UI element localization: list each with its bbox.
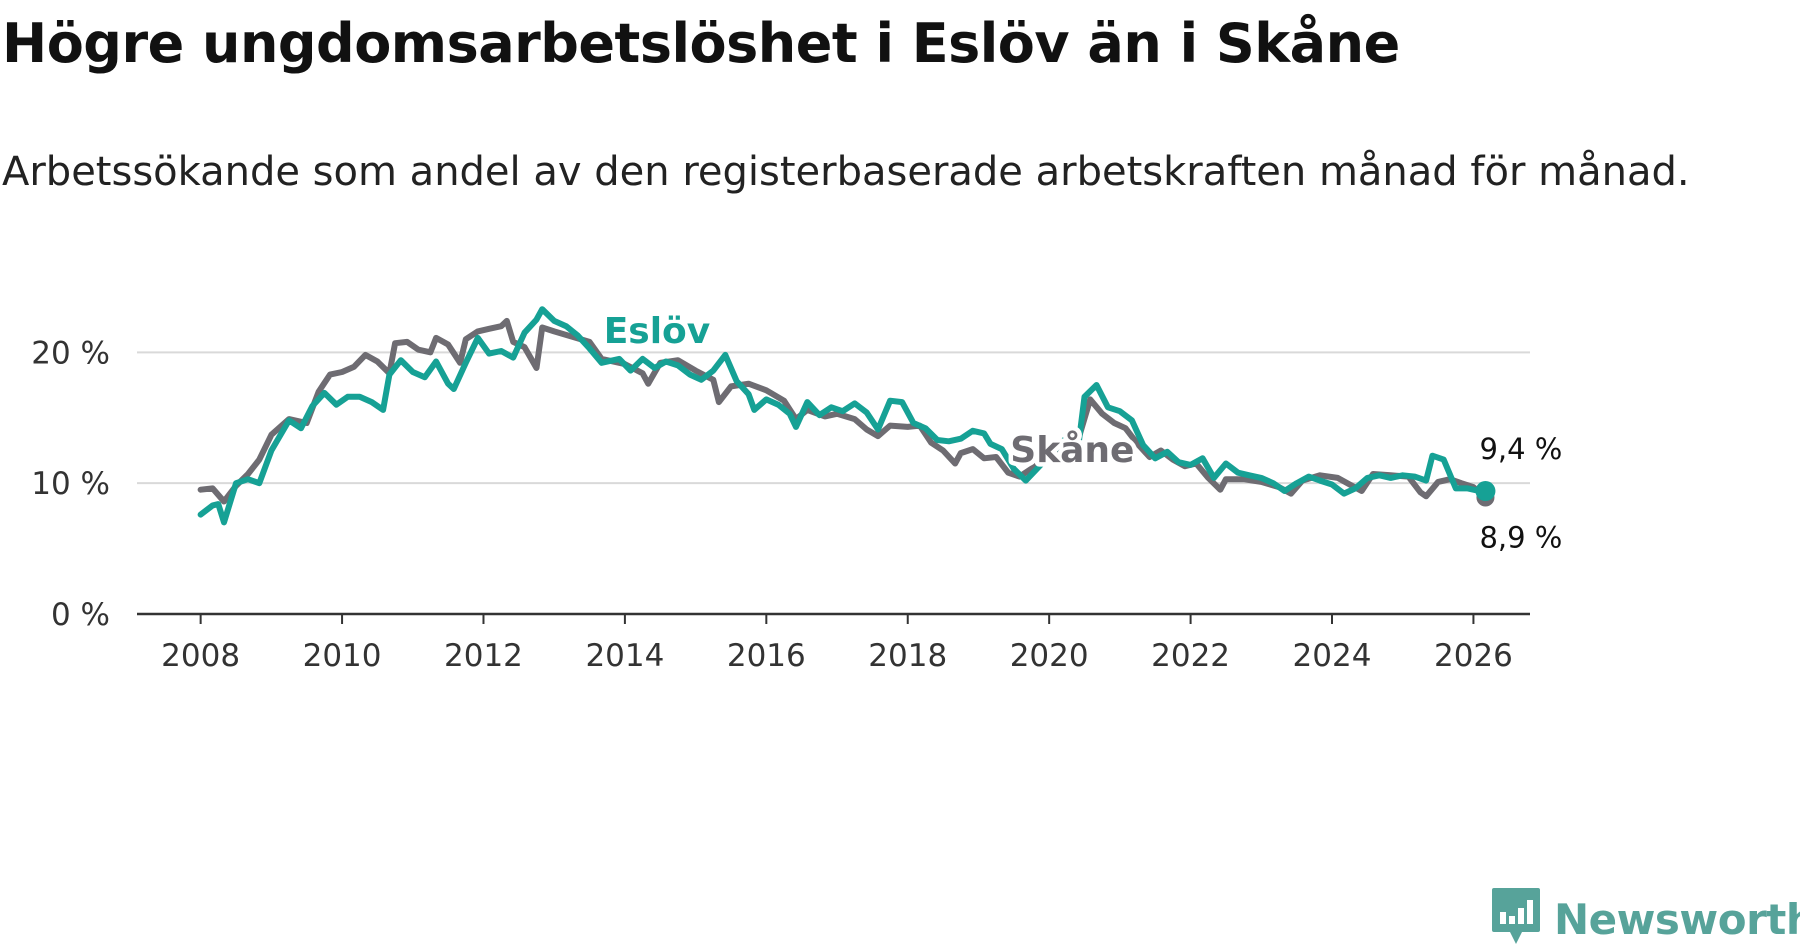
x-tick-label: 2008 xyxy=(161,638,240,674)
x-tick-label: 2024 xyxy=(1293,638,1372,674)
series-label-skane: Skåne xyxy=(1010,430,1134,471)
x-tick-label: 2014 xyxy=(585,638,664,674)
x-tick-label: 2010 xyxy=(303,638,382,674)
x-tick-label: 2016 xyxy=(727,638,806,674)
chart-title: Högre ungdomsarbetslöshet i Eslöv än i S… xyxy=(2,12,1400,75)
end-dot-eslov xyxy=(1475,481,1496,502)
series-label-eslov: Eslöv xyxy=(604,311,711,352)
end-label-skane: 8,9 % xyxy=(1479,521,1562,555)
x-tick-label: 2022 xyxy=(1151,638,1230,674)
end-label-eslov: 9,4 % xyxy=(1479,432,1562,466)
series-line-esl-v xyxy=(197,306,1489,526)
brand-logo: Newsworthy xyxy=(1490,888,1800,950)
chart-subtitle: Arbetssökande som andel av den registerb… xyxy=(2,149,1690,195)
x-tick-label: 2020 xyxy=(1010,638,1089,674)
series-label-skane-halo: Skåne xyxy=(1010,430,1134,471)
brand-name: Newsworthy xyxy=(1554,894,1800,944)
x-tick-label: 2018 xyxy=(868,638,947,674)
y-tick-label: 20 % xyxy=(31,335,110,371)
y-tick-label: 0 % xyxy=(51,597,110,633)
x-tick-label: 2026 xyxy=(1434,638,1513,674)
bar-chart-speech-icon xyxy=(1490,886,1542,952)
y-axis: 0 % 10 % 20 % xyxy=(31,335,110,633)
series-label-eslov-halo: Eslöv xyxy=(604,311,711,352)
x-tick-label: 2012 xyxy=(444,638,523,674)
series-lines xyxy=(197,306,1496,526)
x-axis: 2008 2010 2012 2014 2016 2018 2020 2022 2024 2026 xyxy=(137,612,1530,674)
y-tick-label: 10 % xyxy=(31,466,110,502)
